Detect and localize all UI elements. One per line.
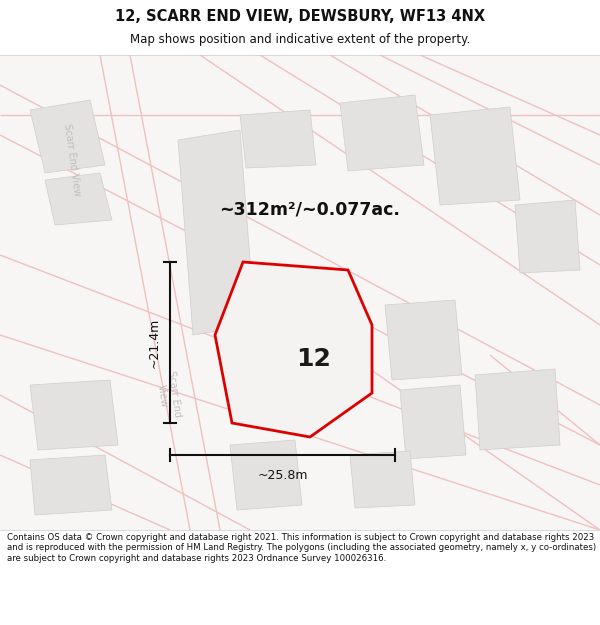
Polygon shape [430, 107, 520, 205]
Text: 12: 12 [296, 348, 331, 371]
Polygon shape [340, 95, 424, 171]
Polygon shape [45, 173, 112, 225]
Polygon shape [350, 451, 415, 508]
Text: Scarr End View: Scarr End View [62, 123, 82, 197]
Polygon shape [515, 200, 580, 273]
Polygon shape [215, 262, 372, 437]
Text: ~21.4m: ~21.4m [148, 318, 161, 368]
Polygon shape [475, 369, 560, 450]
Text: 12, SCARR END VIEW, DEWSBURY, WF13 4NX: 12, SCARR END VIEW, DEWSBURY, WF13 4NX [115, 9, 485, 24]
Text: ~312m²/~0.077ac.: ~312m²/~0.077ac. [220, 201, 400, 219]
Polygon shape [400, 385, 466, 459]
Polygon shape [30, 380, 118, 450]
Text: Contains OS data © Crown copyright and database right 2021. This information is : Contains OS data © Crown copyright and d… [7, 533, 596, 562]
Polygon shape [30, 100, 105, 173]
Polygon shape [240, 110, 316, 168]
Text: Map shows position and indicative extent of the property.: Map shows position and indicative extent… [130, 33, 470, 46]
Text: Scarr End
View: Scarr End View [154, 370, 182, 420]
Text: ~25.8m: ~25.8m [257, 469, 308, 482]
Polygon shape [178, 130, 255, 335]
Polygon shape [230, 440, 302, 510]
Polygon shape [385, 300, 462, 380]
Polygon shape [30, 455, 112, 515]
